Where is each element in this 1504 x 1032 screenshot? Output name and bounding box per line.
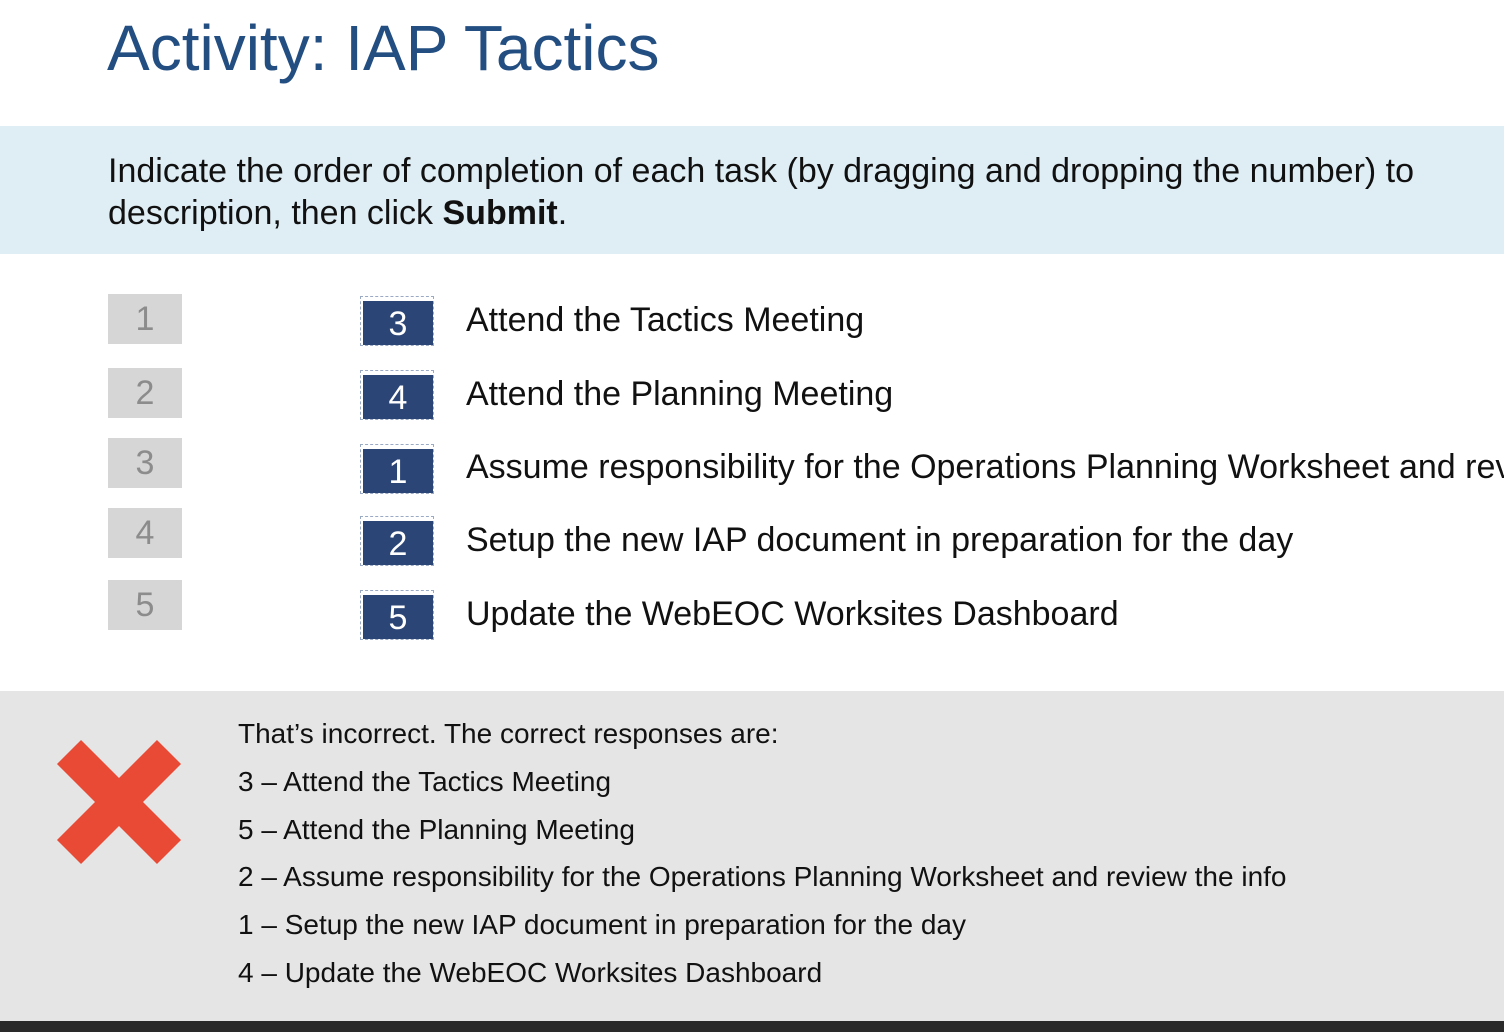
placed-number-badge[interactable]: 1 (363, 449, 433, 493)
correct-response-2: 5 – Attend the Planning Meeting (238, 814, 635, 845)
feedback-panel (0, 691, 1504, 1021)
number-tile-4[interactable]: 4 (108, 508, 182, 558)
task-label-2: Attend the Planning Meeting (466, 375, 894, 413)
correct-response-3: 2 – Assume responsibility for the Operat… (238, 861, 1287, 892)
submit-keyword: Submit (442, 194, 558, 232)
number-tile-3[interactable]: 3 (108, 438, 182, 488)
number-tile-2[interactable]: 2 (108, 368, 182, 418)
instruction-line-2-prefix: description, then click (108, 194, 443, 232)
correct-response-5: 4 – Update the WebEOC Worksites Dashboar… (238, 957, 823, 988)
task-label-5: Update the WebEOC Worksites Dashboard (466, 595, 1119, 633)
instruction-band (0, 126, 1504, 254)
drop-target-task-2[interactable]: 4 (360, 370, 434, 420)
correct-response-4: 1 – Setup the new IAP document in prepar… (238, 909, 966, 940)
drop-target-task-3[interactable]: 1 (360, 444, 434, 494)
incorrect-x-icon (56, 739, 182, 865)
instruction-text: Indicate the order of completion of each… (108, 150, 1504, 234)
feedback-heading: That’s incorrect. The correct responses … (238, 718, 779, 749)
task-label-1: Attend the Tactics Meeting (466, 301, 865, 339)
task-label-4: Setup the new IAP document in preparatio… (466, 521, 1294, 559)
instruction-line-2-suffix: . (557, 194, 568, 232)
placed-number-badge[interactable]: 5 (363, 595, 433, 639)
placed-number-badge[interactable]: 4 (363, 375, 433, 419)
number-tile-5[interactable]: 5 (108, 580, 182, 630)
task-label-3: Assume responsibility for the Operations… (466, 448, 1504, 486)
drop-target-task-4[interactable]: 2 (360, 516, 434, 566)
page-title: Activity: IAP Tactics (107, 12, 660, 84)
instruction-line-2: description, then click Submit. (108, 192, 1504, 234)
drop-target-task-5[interactable]: 5 (360, 590, 434, 640)
placed-number-badge[interactable]: 3 (363, 301, 433, 345)
placed-number-badge[interactable]: 2 (363, 521, 433, 565)
correct-response-1: 3 – Attend the Tactics Meeting (238, 766, 612, 797)
instruction-line-1: Indicate the order of completion of each… (108, 152, 1415, 190)
number-tile-1[interactable]: 1 (108, 294, 182, 344)
bottom-bar (0, 1021, 1504, 1032)
drop-target-task-1[interactable]: 3 (360, 296, 434, 346)
